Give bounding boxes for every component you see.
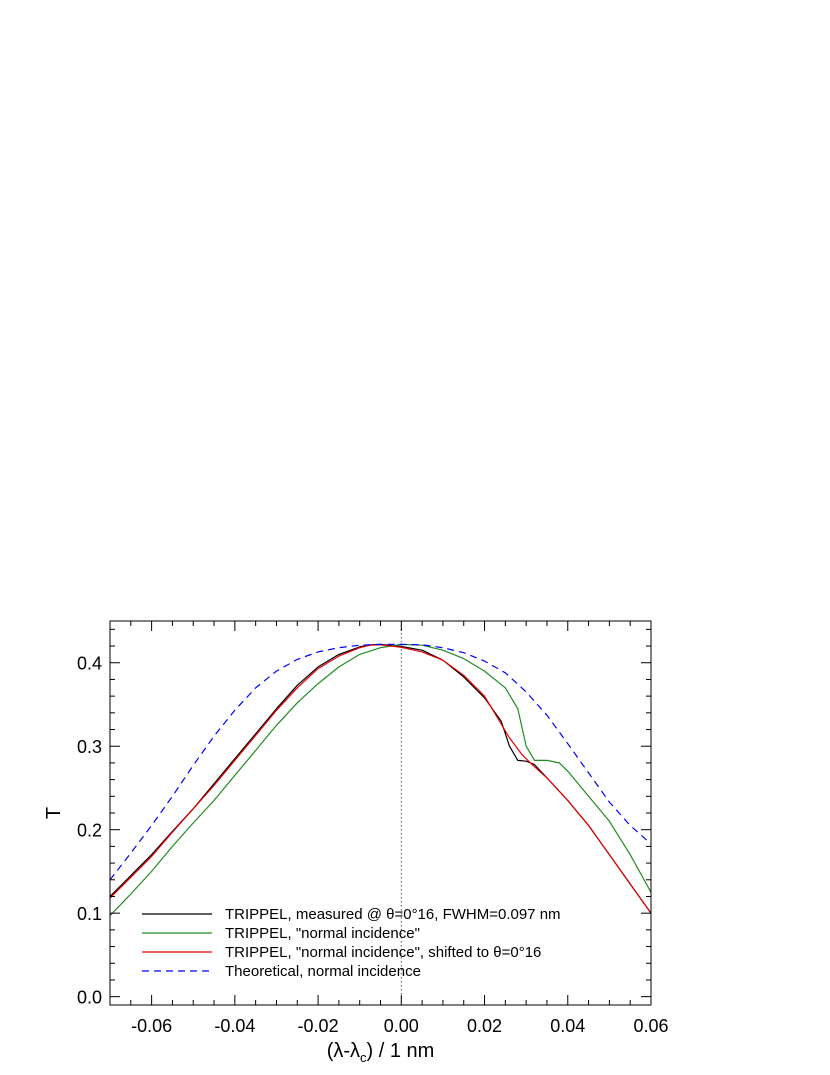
legend-label-4: Theoretical, normal incidence: [225, 963, 421, 980]
y-tick-label: 0.1: [77, 904, 102, 924]
y-axis-label: T: [43, 807, 65, 819]
y-tick-label: 0.2: [77, 821, 102, 841]
x-tick-label: 0.06: [633, 1016, 668, 1036]
ticks-layer: [109, 621, 652, 1005]
series-line-4: [110, 643, 651, 881]
x-tick-label: 0.02: [467, 1016, 502, 1036]
legend-label-3: TRIPPEL, "normal incidence", shifted to …: [225, 944, 541, 961]
series-line-2: [110, 643, 651, 917]
x-tick-label: -0.06: [131, 1016, 172, 1036]
series-line-1: [110, 643, 651, 914]
legend-label-2: TRIPPEL, "normal incidence": [225, 925, 420, 942]
x-tick-labels: -0.06 -0.04 -0.02 0.00 0.02 0.04 0.06: [131, 1016, 668, 1036]
x-tick-label: 0.04: [550, 1016, 585, 1036]
x-tick-label: 0.00: [384, 1016, 419, 1036]
y-tick-label: 0.0: [77, 988, 102, 1008]
y-tick-labels: 0.0 0.1 0.2 0.3 0.4: [77, 654, 102, 1008]
x-axis-label: (λ-λc) / 1 nm: [327, 1040, 435, 1065]
series-layer: [110, 643, 651, 917]
x-tick-label: -0.02: [298, 1016, 339, 1036]
legend-label-1: TRIPPEL, measured @ θ=0°16, FWHM=0.097 n…: [225, 906, 561, 923]
y-tick-label: 0.4: [77, 654, 102, 674]
x-tick-label: -0.04: [214, 1016, 255, 1036]
y-tick-label: 0.3: [77, 737, 102, 757]
series-line-3: [110, 644, 651, 914]
legend: TRIPPEL, measured @ θ=0°16, FWHM=0.097 n…: [142, 906, 561, 980]
